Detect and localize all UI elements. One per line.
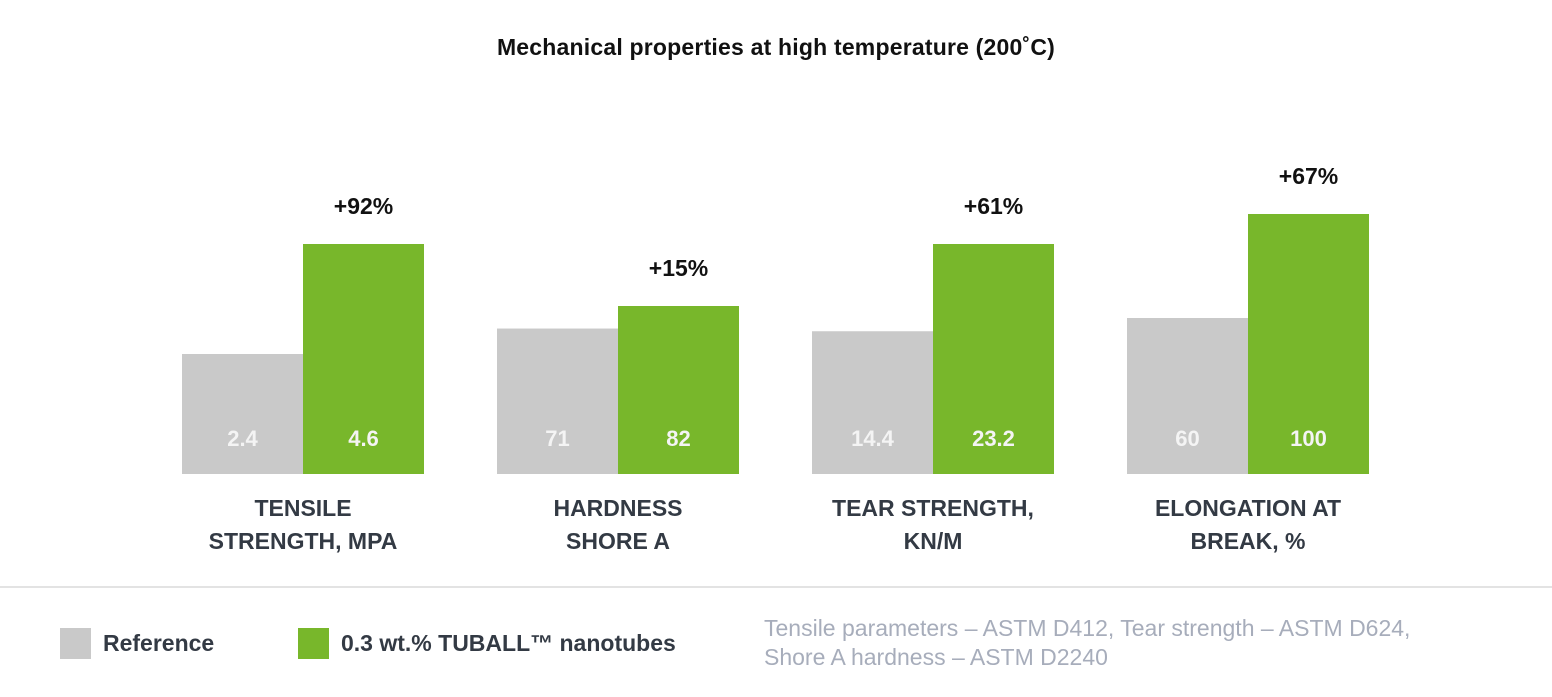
category-label: TEAR STRENGTH, [832,495,1034,521]
legend-label-nanotubes: 0.3 wt.% TUBALL™ nanotubes [341,629,676,656]
divider [0,586,1552,588]
category-label: TENSILE [254,495,351,521]
category-label: BREAK, % [1190,528,1305,554]
legend-item-nanotubes: 0.3 wt.% TUBALL™ nanotubes [298,627,676,659]
footnote-line-1: Tensile parameters – ASTM D412, Tear str… [764,615,1411,641]
legend-item-reference: Reference [60,627,214,659]
bar-nanotubes [303,244,424,474]
footnote-line-2: Shore A hardness – ASTM D2240 [764,644,1108,670]
test-standards-note: Tensile parameters – ASTM D412, Tear str… [764,614,1524,672]
category-label: KN/M [904,528,963,554]
data-label-nanotubes: 100 [1290,426,1327,451]
bar-nanotubes [618,306,739,474]
change-annotation: +15% [649,255,708,281]
category-label: STRENGTH, MPA [209,528,398,554]
change-annotation: +67% [1279,163,1338,189]
bar-reference [497,328,618,474]
data-label-nanotubes: 4.6 [348,426,379,451]
legend-label-reference: Reference [103,629,215,656]
change-annotation: +61% [964,193,1023,219]
legend-swatch-reference [60,627,91,659]
data-label-reference: 60 [1175,426,1199,451]
bar-nanotubes [933,244,1054,474]
change-annotation: +92% [334,193,393,219]
chart-title: Mechanical properties at high temperatur… [496,34,1056,60]
category-label: HARDNESS [553,495,682,521]
bar-reference [1127,318,1248,474]
category-label: ELONGATION AT [1155,495,1341,521]
data-label-reference: 14.4 [851,426,895,451]
legend-swatch-nanotubes [298,627,329,659]
bar-reference [812,331,933,474]
data-label-reference: 71 [545,426,569,451]
bar-nanotubes [1248,214,1369,474]
bar-chart: 2.4 4.6 +92% TENSILE STRENGTH, MPA 71 82 +15% HA… [182,163,1369,554]
data-label-reference: 2.4 [227,426,258,451]
category-label: SHORE A [566,528,670,554]
data-label-nanotubes: 23.2 [972,426,1015,451]
bar-reference [182,354,303,474]
data-label-nanotubes: 82 [666,426,690,451]
